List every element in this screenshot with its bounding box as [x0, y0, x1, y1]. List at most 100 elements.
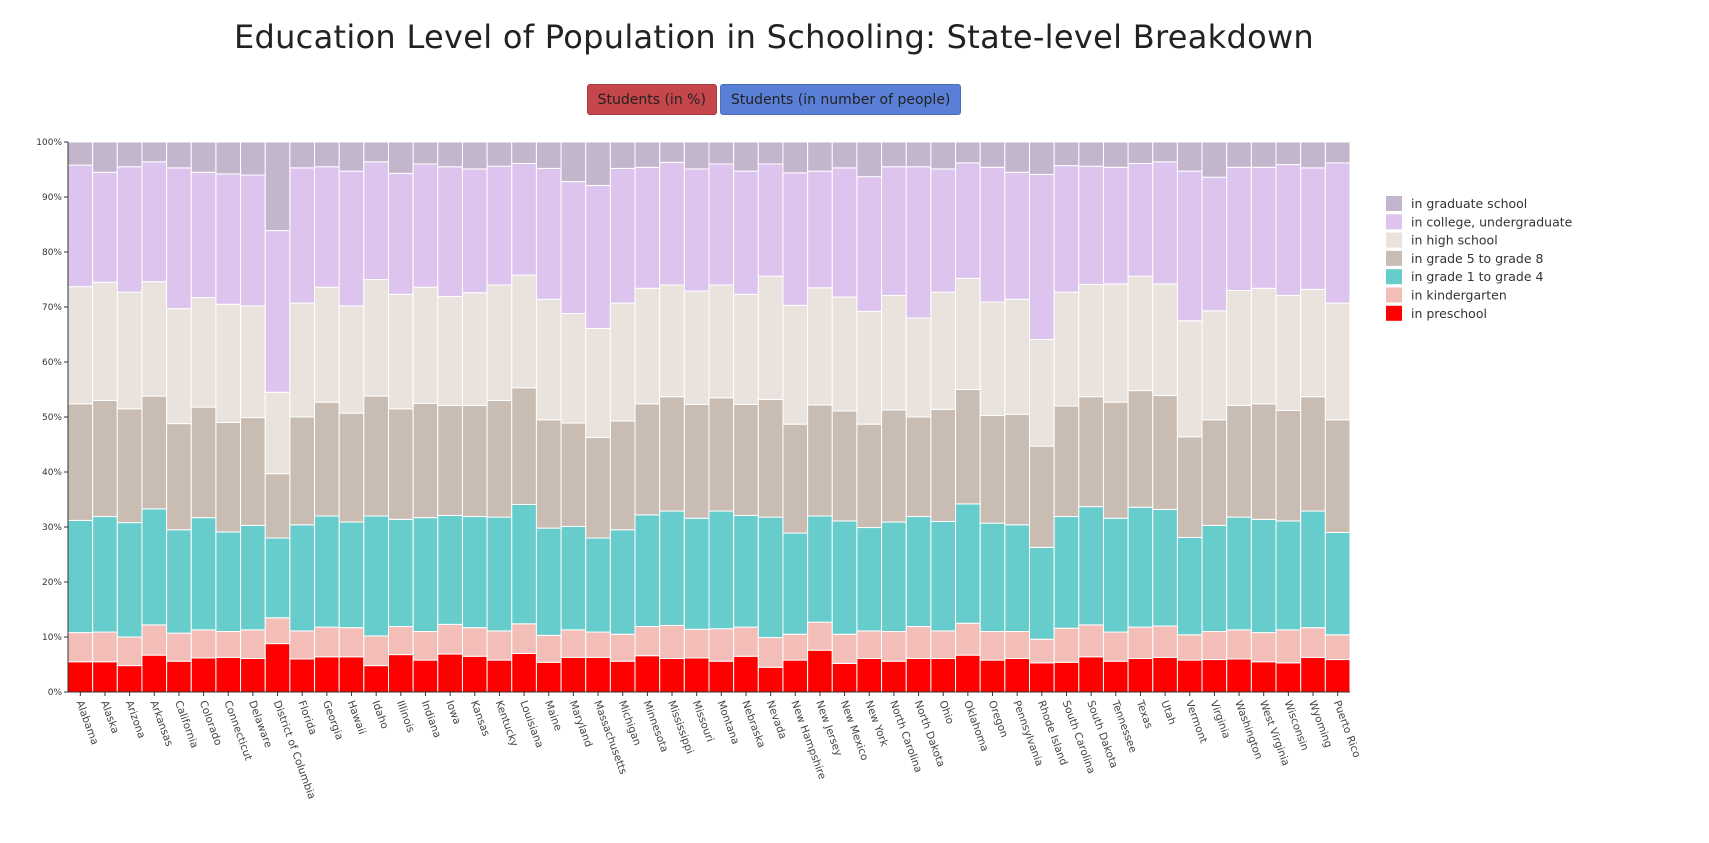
chart-title: Education Level of Population in Schooli… [233, 18, 1315, 56]
bar-segment [1176, 659, 1203, 693]
bar-segment [609, 633, 636, 662]
x-tick-label: Florida [295, 699, 318, 737]
bar-segment [264, 141, 291, 232]
bar-segment [190, 406, 217, 519]
y-tick-label: 100% [36, 138, 62, 148]
bar-segment [1250, 661, 1277, 693]
bar-segment [1324, 162, 1351, 304]
bar-segment [363, 515, 390, 637]
bar-segment [881, 294, 907, 411]
bar-segment [1275, 629, 1302, 664]
bar-segment [437, 404, 463, 516]
bar-segment [388, 626, 414, 656]
bar-segment [535, 419, 562, 529]
bar-segment [1127, 162, 1154, 277]
bar-segment [437, 296, 463, 406]
bar-segment [1324, 659, 1351, 693]
bar-segment [782, 659, 809, 693]
bar-segment [659, 284, 685, 398]
legend-label: in preschool [1411, 306, 1487, 321]
bar-segment [930, 168, 957, 293]
x-tick-label: Alaska [98, 699, 121, 735]
bar-segment [363, 665, 390, 693]
bar-segment [437, 653, 463, 693]
bar-segment [634, 166, 661, 289]
bar-segment [1004, 413, 1030, 526]
legend-label: in graduate school [1411, 196, 1527, 211]
bar-segment [831, 296, 858, 412]
x-tick-label: Kentucky [493, 699, 521, 748]
bar-segment [1053, 291, 1080, 407]
bar-segment [511, 503, 537, 625]
bar-segment [1275, 409, 1302, 522]
bar-segment [166, 423, 192, 531]
x-tick-label: Delaware [246, 699, 274, 750]
bar-segment [1102, 660, 1129, 693]
bar-segment [955, 503, 981, 624]
bar-segment [289, 302, 316, 418]
bar-segment [733, 514, 759, 628]
bar-segment [215, 631, 242, 658]
bar-segment [1102, 631, 1129, 662]
bar-segment [511, 653, 537, 693]
bar-segment [1201, 659, 1228, 693]
bar-segment [412, 631, 439, 661]
bar-segment [289, 141, 316, 169]
bar-segment [609, 420, 636, 531]
bar-segment [733, 626, 759, 657]
bar-segment [807, 141, 833, 172]
bar-segment [388, 141, 414, 174]
bar-segment [67, 286, 94, 405]
bar-segment [955, 162, 981, 279]
bar-segment [116, 166, 143, 293]
students-percent-button[interactable]: Students (in %) [586, 84, 717, 115]
bar-segment [461, 655, 488, 693]
bar-segment [1029, 173, 1055, 340]
bar-segment [141, 508, 168, 626]
bar-segment [881, 141, 907, 168]
bar-segment [314, 141, 340, 168]
bar-segment [388, 518, 414, 628]
bar-segment [905, 317, 932, 418]
bar-segment [881, 166, 907, 296]
bar-segment [560, 141, 587, 183]
bar-segment [1004, 631, 1030, 659]
x-tick-label: Vermont [1183, 699, 1209, 745]
x-tick-label: Oregon [986, 699, 1010, 739]
bar-segment [486, 630, 513, 661]
bar-segment [881, 521, 907, 632]
legend-label: in college, undergraduate [1411, 214, 1573, 229]
students-count-button[interactable]: Students (in number of people) [719, 84, 962, 115]
bar-segment [511, 141, 537, 164]
bar-segment [1324, 634, 1351, 661]
bar-segment [166, 632, 192, 662]
bar-segment [1324, 419, 1351, 533]
x-tick-label: Wisconsin [1282, 699, 1311, 752]
legend-swatch [1386, 232, 1402, 248]
bar-segment [585, 184, 611, 329]
bar-segment [560, 422, 587, 527]
bar-segment [881, 409, 907, 523]
bar-segment [659, 510, 685, 626]
legend-label: in kindergarten [1411, 288, 1507, 303]
bar-segment [1226, 629, 1252, 660]
bar-segment [1004, 524, 1030, 632]
x-tick-label: Iowa [443, 699, 463, 726]
bar-segment [486, 400, 513, 518]
bar-segment [708, 141, 735, 165]
bar-segment [264, 473, 291, 539]
x-tick-label: Texas [1133, 698, 1155, 730]
bar-segment [585, 537, 611, 633]
x-tick-label: Maryland [567, 699, 595, 749]
bar-segment [289, 630, 316, 660]
bar-segment [1250, 632, 1277, 663]
legend-swatch [1386, 305, 1402, 321]
bar-segment [757, 275, 784, 400]
bar-segment [683, 290, 710, 405]
bar-segment [659, 141, 685, 163]
bar-segment [609, 302, 636, 422]
x-tick-label: Montana [715, 699, 742, 746]
bar-segment [190, 141, 217, 173]
bar-segment [1176, 320, 1203, 438]
bar-segment [1004, 298, 1030, 415]
